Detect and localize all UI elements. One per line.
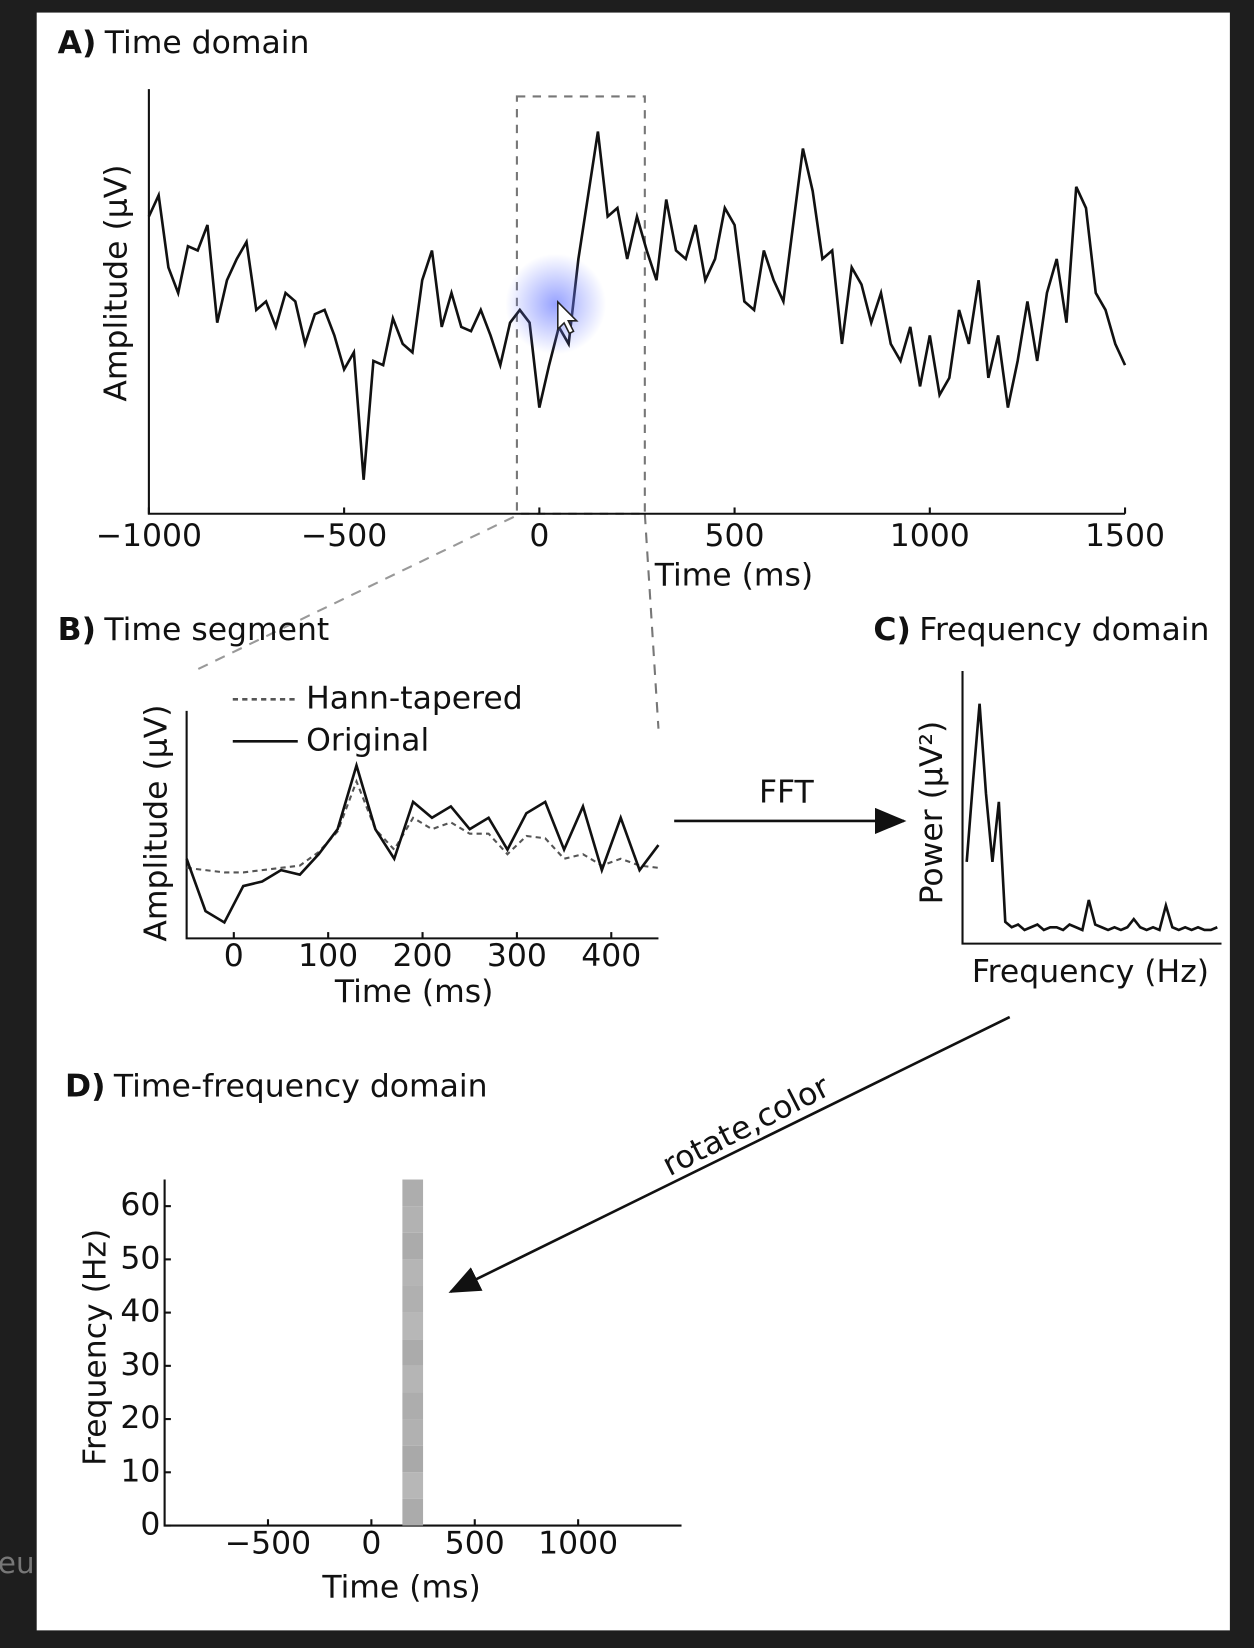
y-tick-label: 40 [120, 1294, 160, 1330]
panel-title: C) Frequency domain [873, 612, 1209, 648]
x-tick-label: 1000 [538, 1525, 618, 1561]
x-tick-label: 0 [361, 1525, 381, 1561]
x-tick-label: 200 [393, 938, 453, 974]
cursor [557, 300, 579, 335]
x-tick-label: 500 [445, 1525, 505, 1561]
heatmap-cell [402, 1206, 424, 1233]
heatmap-cell [402, 1179, 424, 1207]
panel-title: B) Time segment [58, 612, 330, 648]
y-tick-label: 30 [120, 1347, 160, 1383]
background-text: eu [0, 1546, 35, 1580]
x-tick-label: 100 [298, 938, 358, 974]
y-axis-label: Amplitude (μV) [98, 165, 134, 402]
figure-panel [36, 12, 1230, 1631]
heatmap-cell [402, 1365, 424, 1393]
panel-label: C) [873, 612, 910, 648]
panel-title: A) Time domain [58, 25, 310, 61]
x-tick-label: 1000 [890, 518, 970, 554]
y-axis-label: Power (μV²) [914, 721, 950, 905]
y-axis-label: Frequency (Hz) [77, 1229, 113, 1466]
legend-label: Hann-tapered [306, 680, 523, 716]
heatmap-cell [402, 1498, 424, 1526]
heatmap-cell [402, 1445, 424, 1473]
heatmap-cell [402, 1472, 424, 1499]
axes [185, 710, 659, 940]
rotate-arrow [448, 1015, 1011, 1293]
cursor-highlight [505, 253, 607, 355]
data-line [965, 703, 1218, 932]
x-tick-label: −1000 [96, 518, 202, 554]
x-tick-label: 400 [581, 938, 641, 974]
heatmap-cell [402, 1312, 424, 1340]
x-axis-label: Time (ms) [334, 974, 493, 1010]
panel-title: D) Time-frequency domain [65, 1068, 488, 1104]
y-tick-label: 60 [120, 1187, 160, 1223]
axes [961, 671, 1222, 945]
x-tick-label: 500 [705, 518, 765, 554]
data-line [185, 760, 660, 925]
x-tick-label: 0 [224, 938, 244, 974]
panel-title-text: Time segment [103, 612, 329, 648]
panel-title-text: Time-frequency domain [113, 1068, 488, 1104]
zoom-line [643, 513, 660, 729]
x-axis-label: Time (ms) [654, 558, 813, 594]
y-tick-label: 50 [120, 1240, 160, 1276]
data-line [147, 131, 1127, 480]
y-tick-label: 10 [120, 1453, 160, 1489]
y-tick-label: 20 [120, 1400, 160, 1436]
panel-title-text: Frequency domain [919, 612, 1209, 648]
x-axis-label: Frequency (Hz) [972, 954, 1209, 990]
x-tick-label: −500 [301, 518, 387, 554]
annotation: FFT [759, 775, 815, 811]
y-tick-label: 0 [140, 1507, 160, 1543]
data-line [186, 778, 659, 874]
panel-label: D) [65, 1068, 105, 1104]
panel-title-text: Time domain [104, 25, 310, 61]
heatmap-cell [402, 1339, 424, 1366]
y-axis-label: Amplitude (μV) [138, 704, 174, 941]
legend-label: Original [306, 722, 429, 758]
zoom-line [193, 515, 515, 672]
x-tick-label: −500 [225, 1525, 311, 1561]
x-axis-label: Time (ms) [321, 1569, 480, 1605]
heatmap-cell [402, 1392, 424, 1420]
x-tick-label: 0 [529, 518, 549, 554]
heatmap-cell [402, 1419, 424, 1446]
heatmap-cell [402, 1285, 424, 1313]
heatmap-cell [402, 1259, 424, 1286]
panel-label: B) [58, 612, 96, 648]
heatmap-cell [402, 1232, 424, 1260]
x-tick-label: 300 [487, 938, 547, 974]
x-tick-label: 1500 [1085, 518, 1165, 554]
panel-label: A) [58, 25, 97, 61]
